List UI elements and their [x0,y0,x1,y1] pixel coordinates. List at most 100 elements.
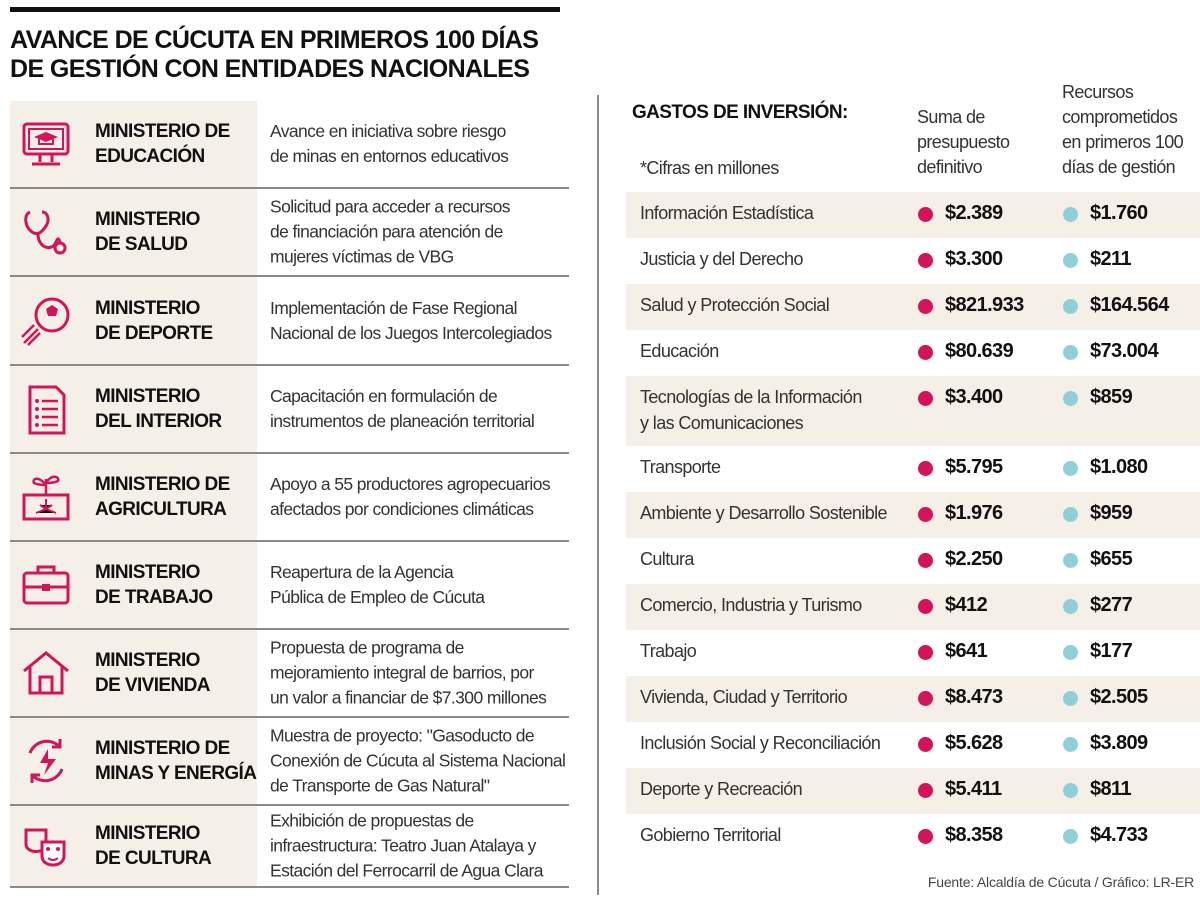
column-header-committed: Recursos comprometidos en primeros 100 d… [1062,82,1184,177]
budget-dot [918,391,933,406]
theater-masks-icon [24,828,66,867]
ministry-description: Propuesta de programa de mejoramiento in… [270,637,547,708]
ministry-name: MINISTERIO DE CULTURA [95,823,212,869]
budget-value: $821.933 [945,294,1024,316]
units-note: *Cifras en millones [640,158,779,178]
committed-value: $4.733 [1090,824,1148,846]
committed-dot [1063,345,1078,360]
ministry-name: MINISTERIO DE AGRICULTURA [95,474,230,520]
ministry-description: Solicitud para acceder a recursos de fin… [270,196,511,267]
ministry-name: MINISTERIO DEL INTERIOR [95,386,222,432]
ministry-name: MINISTERIO DE SALUD [95,209,200,255]
ministry-description: Apoyo a 55 productores agropecuarios afe… [270,474,551,519]
budget-value: $412 [945,594,988,616]
investment-row: Deporte y Recreación $5.411 $811 [626,768,1200,814]
ministry-row: MINISTERIO DE SALUD Solicitud para acced… [10,189,569,277]
investment-row: Justicia y del Derecho $3.300 $211 [626,238,1200,284]
stethoscope-icon [24,210,67,255]
category-label: Ambiente y Desarrollo Sostenible [640,503,888,523]
budget-value: $641 [945,640,988,662]
column-divider [597,95,599,895]
committed-dot [1063,207,1078,222]
committed-dot [1063,599,1078,614]
budget-value: $8.473 [945,686,1003,708]
committed-value: $1.760 [1090,202,1148,224]
ministry-name-cell: MINISTERIO DE DEPORTE [10,277,257,364]
committed-dot [1063,507,1078,522]
committed-value: $811 [1090,778,1132,800]
committed-value: $2.505 [1090,686,1148,708]
ministry-name-cell: MINISTERIO DE SALUD [10,189,257,275]
budget-dot [918,553,933,568]
budget-dot [918,599,933,614]
investment-row: Educación $80.639 $73.004 [626,330,1200,376]
ministry-row: MINISTERIO DE MINAS Y ENERGÍA Muestra de… [10,718,569,806]
investment-row: Vivienda, Ciudad y Territorio $8.473 $2.… [626,676,1200,722]
ministry-description: Reapertura de la Agencia Pública de Empl… [270,562,485,607]
ministry-description: Implementación de Fase Regional Nacional… [270,297,552,343]
committed-dot [1063,691,1078,706]
ministry-description: Muestra de proyecto: "Gasoducto de Conex… [270,725,566,796]
ministry-row: MINISTERIO DE VIVIENDA Propuesta de prog… [10,630,569,718]
budget-dot [918,207,933,222]
budget-value: $2.389 [945,202,1003,224]
document-list-icon [28,385,66,435]
investment-title: GASTOS DE INVERSIÓN: [632,102,848,123]
budget-dot [918,783,933,798]
category-label: Tecnologías de la Información y las Comu… [640,387,862,433]
budget-value: $8.358 [945,824,1003,846]
committed-dot [1063,737,1078,752]
investment-row: Comercio, Industria y Turismo $412 $277 [626,584,1200,630]
soccer-ball-icon [21,297,70,346]
committed-dot [1063,783,1078,798]
investment-row: Tecnologías de la Información y las Comu… [626,376,1200,446]
budget-dot [918,737,933,752]
budget-dot [918,829,933,844]
committed-value: $1.080 [1090,456,1148,478]
committed-dot [1063,645,1078,660]
budget-dot [918,691,933,706]
budget-dot [918,253,933,268]
ministry-name-cell: MINISTERIO DE AGRICULTURA [10,454,257,540]
ministry-row: MINISTERIO DEL INTERIOR Capacitación en … [10,366,569,454]
ministry-name-cell: MINISTERIO DE CULTURA [10,806,257,886]
computer-graduation-icon [22,122,70,166]
committed-dot [1063,461,1078,476]
category-label: Transporte [640,457,721,477]
ministry-name: MINISTERIO DE MINAS Y ENERGÍA [95,738,257,784]
committed-value: $959 [1090,502,1133,524]
committed-value: $177 [1090,640,1133,662]
ministry-description: Exhibición de propuestas de infraestruct… [270,810,544,881]
budget-dot [918,345,933,360]
investment-row: Información Estadística $2.389 $1.760 [626,192,1200,238]
committed-value: $73.004 [1090,340,1159,362]
ministry-name: MINISTERIO DE DEPORTE [95,297,213,344]
source-credit: Fuente: Alcaldía de Cúcuta / Gráfico: LR… [927,874,1194,890]
committed-value: $859 [1090,386,1133,408]
committed-dot [1063,391,1078,406]
category-label: Salud y Protección Social [640,295,830,315]
ministry-row: MINISTERIO DE AGRICULTURA Apoyo a 55 pro… [10,454,569,542]
committed-dot [1063,553,1078,568]
investment-row: Trabajo $641 $177 [626,630,1200,676]
budget-value: $5.411 [945,778,1002,800]
category-label: Trabajo [640,641,697,661]
committed-dot [1063,299,1078,314]
committed-value: $277 [1090,594,1133,616]
category-label: Inclusión Social y Reconciliación [640,733,881,753]
budget-dot [918,299,933,314]
ministry-name: MINISTERIO DE EDUCACIÓN [95,121,230,167]
budget-dot [918,645,933,660]
column-header-budget: Suma de presupuesto definitivo [917,107,1010,177]
committed-value: $211 [1090,248,1132,270]
budget-value: $1.976 [945,502,1003,524]
ministry-row: MINISTERIO DE CULTURA Exhibición de prop… [10,806,569,888]
category-label: Comercio, Industria y Turismo [640,595,862,615]
budget-dot [918,507,933,522]
energy-cycle-icon [28,739,64,783]
ministry-row: MINISTERIO DE TRABAJO Reapertura de la A… [10,542,569,630]
committed-dot [1063,253,1078,268]
category-label: Deporte y Recreación [640,779,803,799]
committed-dot [1063,829,1078,844]
budget-value: $3.300 [945,248,1003,270]
